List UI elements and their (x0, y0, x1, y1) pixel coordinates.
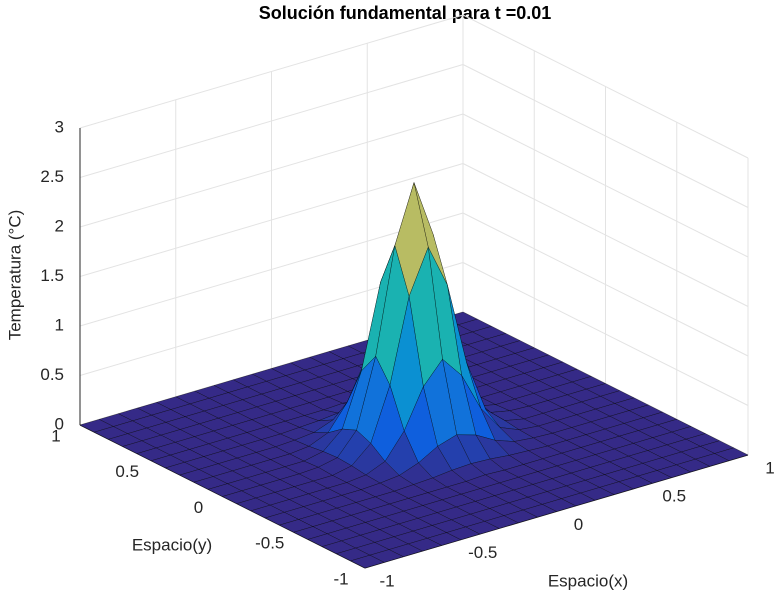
grid-line (462, 163, 749, 307)
grid-line (79, 113, 464, 228)
grid-line (79, 14, 464, 129)
grid-line (462, 113, 749, 258)
grid-line (462, 262, 749, 406)
y-axis-label: Espacio(y) (132, 535, 212, 554)
z-axis-label: Temperatura (°C) (5, 210, 24, 341)
z-tick-label: 3 (55, 117, 64, 136)
grid-line (462, 212, 749, 357)
x-tick-label: 0 (574, 515, 583, 534)
x-axis-label: Espacio(x) (548, 571, 628, 590)
surface-face (350, 554, 385, 569)
x-tick-label: 0.5 (662, 487, 686, 506)
z-tick-label: 2.5 (40, 167, 64, 186)
y-tick-label: -0.5 (255, 534, 284, 553)
z-tick-label: 0.5 (40, 365, 64, 384)
x-tick-label: -1 (379, 571, 394, 590)
z-tick-label: 1 (55, 315, 64, 334)
y-tick-label: 1 (51, 426, 60, 445)
grid-line (462, 14, 749, 159)
chart-title: Solución fundamental para t =0.01 (259, 3, 552, 23)
grid-line (79, 64, 464, 178)
y-tick-label: 0 (194, 498, 203, 517)
grid-line (462, 64, 749, 208)
z-tick-label: 1.5 (40, 266, 64, 285)
x-tick-label: 1 (765, 458, 774, 477)
grid-line (79, 163, 464, 277)
y-tick-label: 0.5 (115, 462, 139, 481)
x-tick-label: -0.5 (468, 543, 497, 562)
z-tick-label: 0 (55, 414, 64, 433)
y-tick-label: -1 (333, 569, 348, 588)
z-tick-label: 2 (55, 216, 64, 235)
